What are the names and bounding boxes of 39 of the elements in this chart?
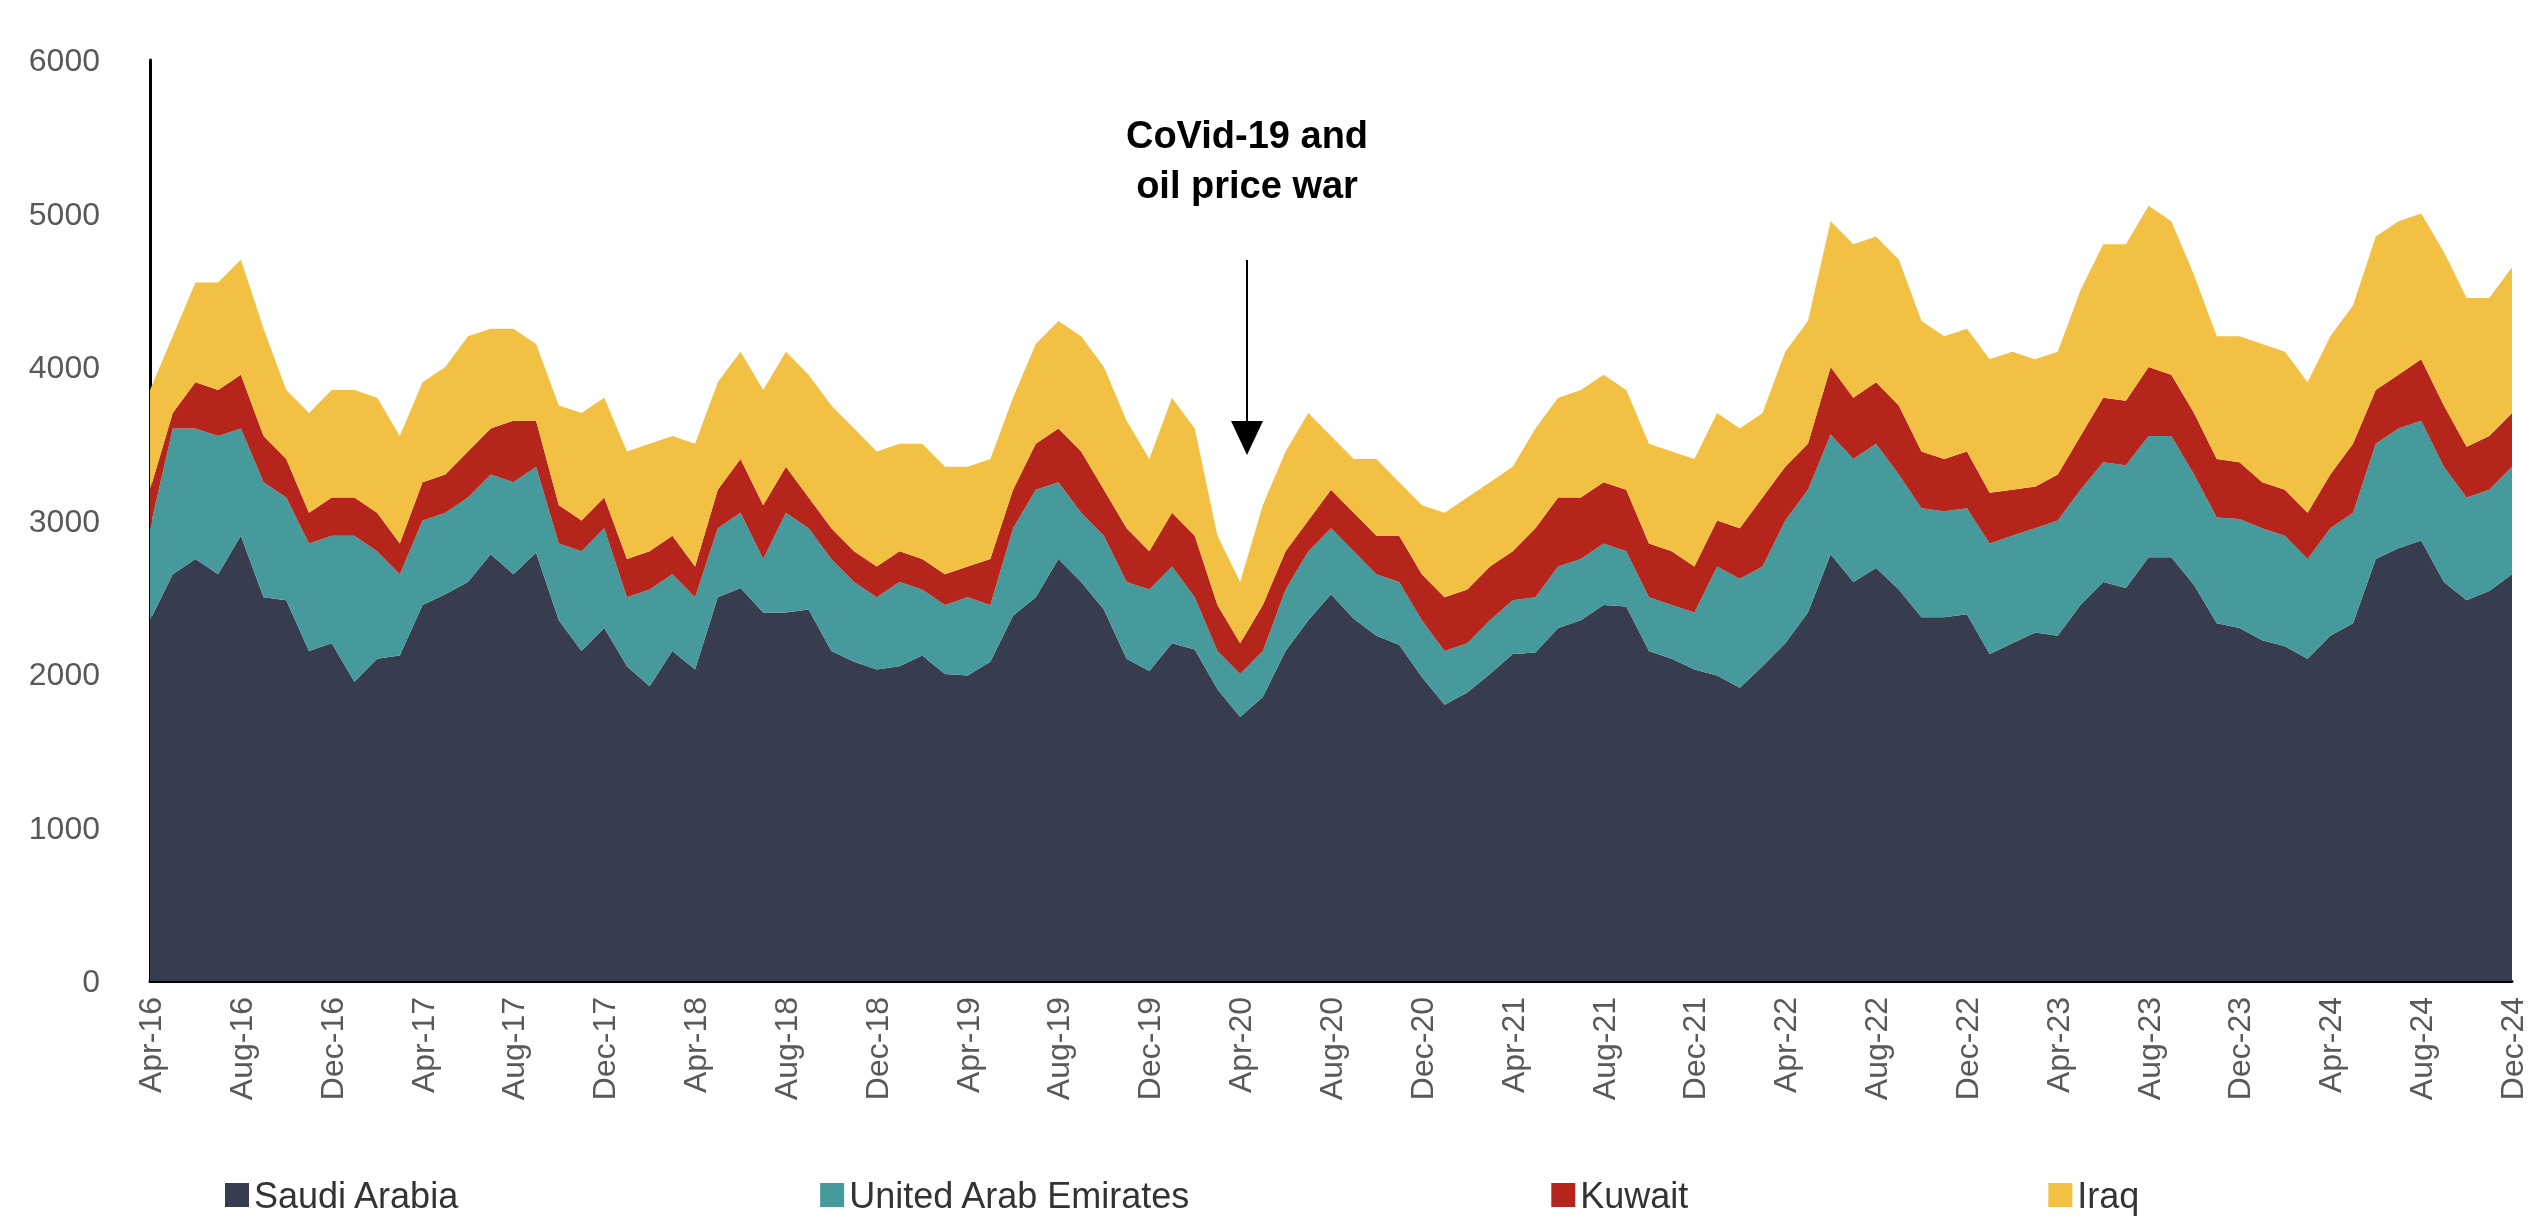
x-tick-label: Aug-23	[2130, 997, 2167, 1101]
x-tick-label: Dec-21	[1676, 997, 1713, 1101]
x-tick-label: Aug-18	[767, 997, 804, 1101]
legend-label: Saudi Arabia	[254, 1174, 460, 1216]
x-tick-label: Apr-24	[2312, 997, 2349, 1094]
x-tick-label: Apr-17	[404, 997, 441, 1094]
x-tick-label: Dec-20	[1403, 997, 1440, 1101]
y-tick-label: 2000	[28, 656, 100, 692]
y-tick-label: 3000	[28, 502, 100, 539]
x-tick-label: Apr-18	[677, 997, 714, 1094]
legend-label: Kuwait	[1580, 1174, 1689, 1216]
x-tick-label: Dec-24	[2494, 997, 2530, 1101]
x-tick-label: Apr-23	[2039, 997, 2076, 1094]
legend-label: United Arab Emirates	[849, 1174, 1190, 1216]
x-tick-label: Apr-22	[1767, 997, 1804, 1094]
x-tick-label: Apr-16	[132, 997, 168, 1094]
y-tick-label: 0	[82, 963, 100, 999]
x-tick-label: Aug-17	[495, 997, 532, 1101]
x-tick-label: Dec-19	[1131, 997, 1168, 1101]
y-tick-label: 6000	[28, 42, 100, 78]
x-tick-label: Dec-23	[2221, 997, 2258, 1101]
x-tick-label: Dec-16	[313, 997, 350, 1101]
x-tick-label: Aug-16	[222, 997, 259, 1101]
y-tick-label: 4000	[28, 349, 100, 385]
y-tick-label: 5000	[28, 195, 100, 232]
y-tick-label: 1000	[28, 809, 100, 846]
x-tick-label: Aug-20	[1313, 997, 1349, 1101]
legend-label: Iraq	[2077, 1174, 2140, 1216]
x-tick-label: Aug-24	[2403, 997, 2440, 1101]
x-tick-label: Apr-21	[1494, 997, 1531, 1094]
x-tick-label: Aug-22	[1858, 997, 1895, 1101]
x-tick-label: Aug-19	[1040, 997, 1077, 1101]
x-tick-label: Apr-20	[1222, 997, 1259, 1094]
x-tick-label: Apr-19	[949, 997, 986, 1094]
x-tick-label: Dec-22	[1948, 997, 1985, 1101]
x-tick-label: Dec-18	[858, 997, 895, 1101]
x-tick-label: Aug-21	[1585, 997, 1622, 1101]
annotation: CoVid-19 and oil price war	[1124, 113, 1370, 208]
x-tick-label: Dec-17	[586, 997, 623, 1101]
